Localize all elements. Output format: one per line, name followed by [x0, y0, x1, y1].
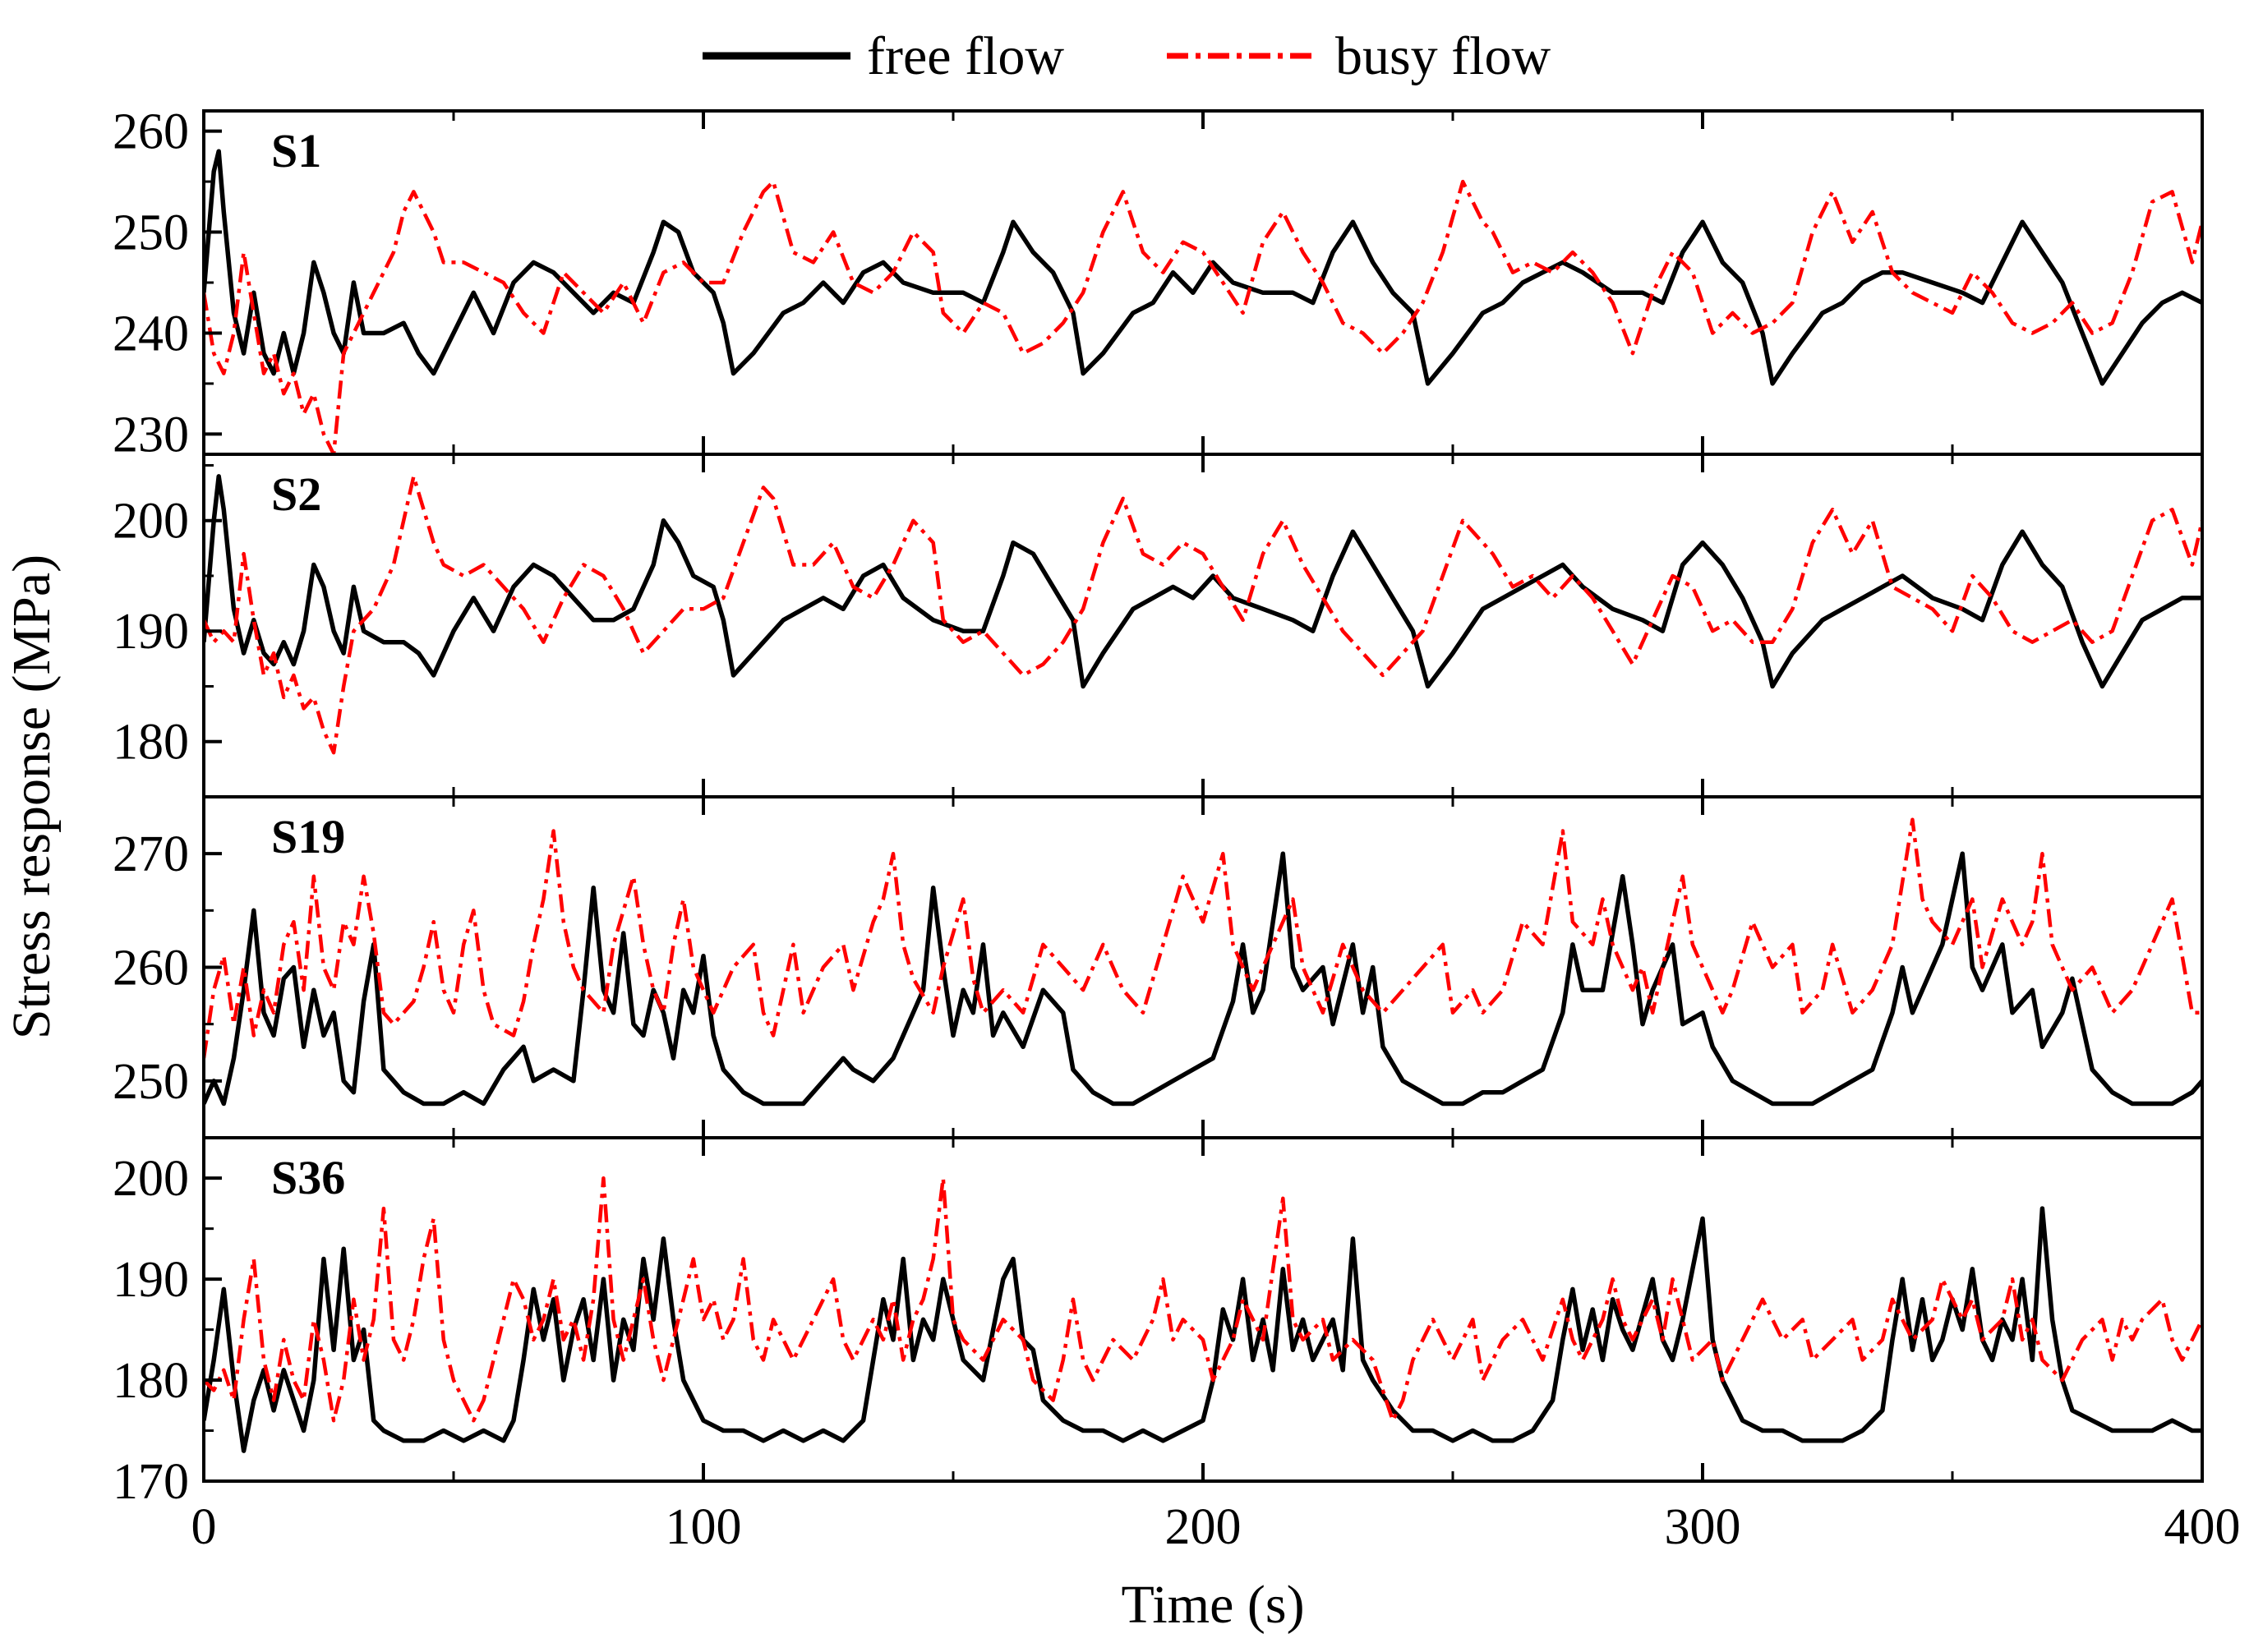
series-free-flow-s19: [204, 851, 2202, 1107]
panel-label-s19: S19: [271, 810, 345, 863]
y-tick-label-s1: 240: [113, 306, 189, 361]
y-tick-label-s1: 230: [113, 407, 189, 462]
legend-free-flow-label: free flow: [867, 26, 1064, 86]
legend: free flow busy flow: [703, 26, 1551, 86]
y-tick-label-s1: 260: [113, 104, 189, 160]
series-free-flow-s1: [204, 149, 2202, 386]
panel-s2: 180 190 200 S2: [113, 453, 2204, 798]
series-busy-flow-s2: [204, 474, 2202, 755]
panel-frame-s36: [202, 1136, 2204, 1483]
y-tick-label-s2: 200: [113, 494, 189, 550]
series-free-flow-s36: [204, 1206, 2202, 1453]
x-tick-label: 300: [1665, 1499, 1741, 1555]
x-tick-label: 0: [191, 1499, 217, 1555]
panel-s19: 250 260 270 S19: [113, 795, 2204, 1139]
y-tick-label-s36: 170: [113, 1454, 189, 1510]
series-busy-flow-s19: [204, 817, 2202, 1059]
y-tick-label-s36: 190: [113, 1252, 189, 1308]
legend-busy-flow-label: busy flow: [1335, 26, 1551, 86]
x-axis-title: Time (s): [1121, 1575, 1304, 1635]
x-tick-label: 400: [2164, 1499, 2241, 1555]
series-busy-flow-s1: [204, 179, 2202, 454]
y-tick-label-s36: 180: [113, 1353, 189, 1409]
panel-label-s1: S1: [271, 124, 321, 177]
series-busy-flow-s36: [204, 1176, 2202, 1423]
x-tick-label: 100: [666, 1499, 742, 1555]
series-free-flow-s2: [204, 474, 2202, 689]
panel-s36: 170 180 190 200 S36: [113, 1136, 2204, 1510]
y-tick-label-s19: 270: [113, 826, 189, 882]
y-tick-label-s36: 200: [113, 1151, 189, 1207]
panel-frame-s2: [202, 453, 2204, 798]
y-tick-label-s2: 190: [113, 604, 189, 660]
panel-s1: 230 240 250 260 S1: [113, 104, 2204, 462]
y-tick-label-s19: 260: [113, 941, 189, 996]
y-tick-label-s1: 250: [113, 205, 189, 261]
y-axis-title: Stress response (MPa): [2, 555, 62, 1039]
panels: 230 240 250 260 S1 180 190 200 S2 250 260 270 S19 170…: [113, 104, 2241, 1555]
y-tick-label-s2: 180: [113, 715, 189, 771]
panel-label-s36: S36: [271, 1151, 345, 1204]
y-tick-label-s19: 250: [113, 1054, 189, 1110]
panel-label-s2: S2: [271, 467, 321, 521]
x-tick-label: 200: [1165, 1499, 1242, 1555]
